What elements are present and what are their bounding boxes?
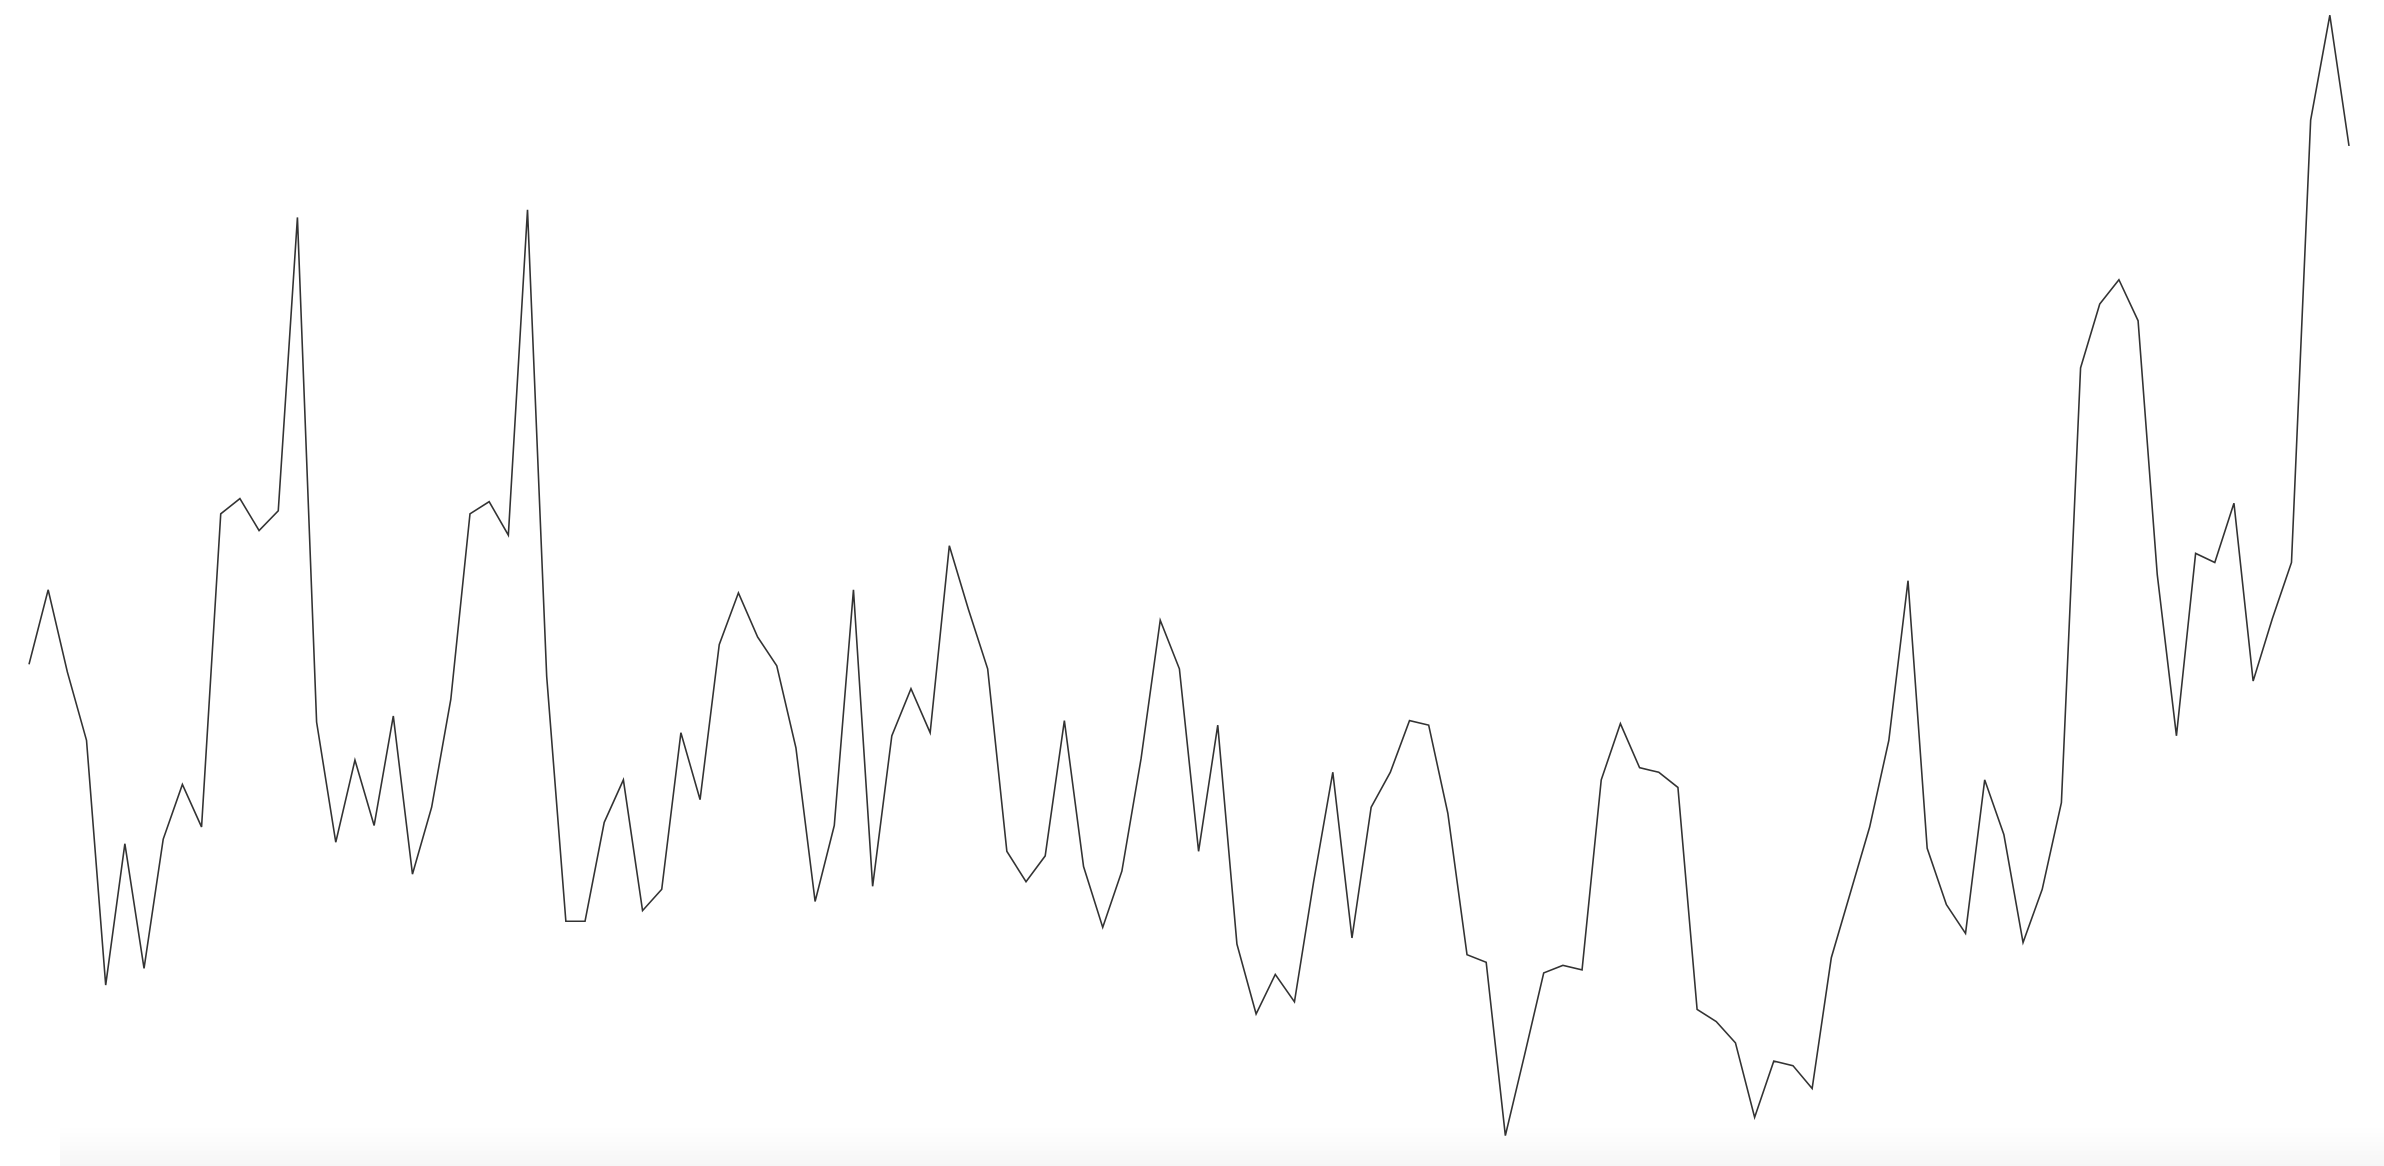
line [28,15,2350,1136]
bottom-shadow [60,1126,2384,1166]
